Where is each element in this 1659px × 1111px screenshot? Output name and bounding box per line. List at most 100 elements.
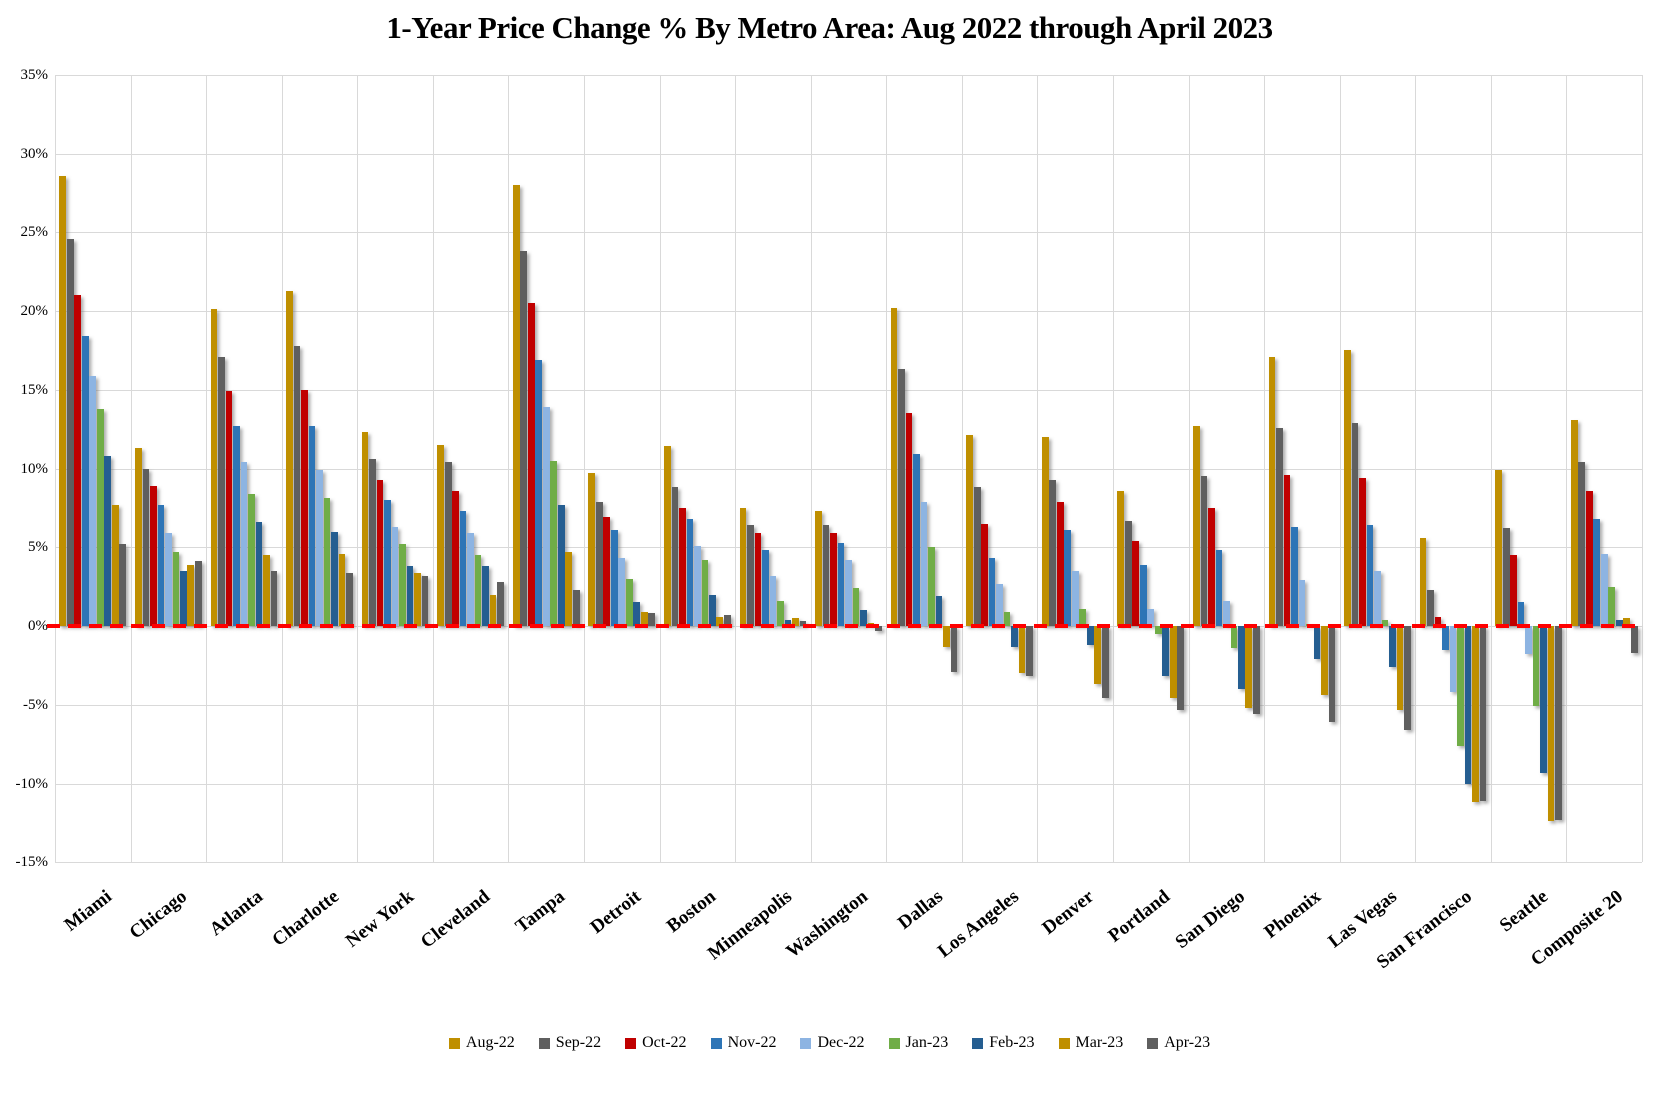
bar-Dec-22-Phoenix — [1298, 580, 1306, 626]
bar-Mar-23-Composite-20 — [1623, 618, 1631, 626]
bar-Aug-22-Dallas — [890, 307, 898, 626]
bar-Oct-22-Phoenix — [1283, 474, 1291, 626]
bar-Aug-22-Phoenix — [1268, 356, 1276, 626]
legend-label: Mar-23 — [1075, 1034, 1124, 1051]
bar-Dec-22-Atlanta — [240, 462, 248, 626]
legend-label: Oct-22 — [642, 1034, 687, 1051]
bar-Oct-22-Washington — [830, 533, 837, 626]
bar-Oct-22-Seattle — [1510, 555, 1518, 626]
bar-Dec-22-New-York — [391, 526, 399, 626]
bar-Aug-22-Washington — [815, 511, 822, 626]
bar-Jan-23-Miami — [96, 408, 104, 626]
bar-Aug-22-Denver — [1041, 437, 1049, 626]
bar-Nov-22-Washington — [837, 542, 845, 626]
bar-Nov-22-Dallas — [913, 454, 920, 626]
gridline-v — [886, 74, 888, 863]
legend-swatch-icon — [888, 1037, 900, 1049]
legend-label: Aug-22 — [465, 1034, 515, 1051]
gridline-v — [735, 74, 737, 863]
bar-Feb-23-Seattle — [1540, 626, 1547, 773]
bar-Oct-22-Miami — [74, 295, 82, 627]
bar-Jan-23-Charlotte — [323, 498, 331, 626]
bar-Aug-22-Minneapolis — [739, 507, 747, 626]
bar-Aug-22-Atlanta — [210, 309, 218, 626]
bar-Aug-22-Detroit — [588, 473, 596, 626]
bar-Aug-22-San-Diego — [1193, 426, 1200, 626]
legend-label: Sep-22 — [555, 1034, 602, 1051]
bar-Dec-22-Minneapolis — [769, 575, 777, 626]
y-axis-label: 15% — [20, 381, 49, 398]
bar-Apr-23-Chicago — [194, 561, 202, 626]
bar-Aug-22-Miami — [59, 175, 67, 626]
bar-Aug-22-Las-Vegas — [1344, 350, 1351, 626]
bar-Oct-22-Tampa — [527, 303, 535, 626]
bar-Feb-23-Cleveland — [482, 566, 489, 626]
bar-Mar-23-San-Diego — [1245, 626, 1253, 708]
legend-label: Jan-23 — [905, 1034, 949, 1051]
gridline-v — [1037, 74, 1039, 863]
bar-Jan-23-Cleveland — [474, 555, 482, 626]
bar-Aug-22-Los-Angeles — [966, 435, 974, 626]
bar-Nov-22-San-Diego — [1215, 550, 1223, 626]
gridline-v — [1188, 74, 1190, 863]
bar-Sep-22-Seattle — [1502, 528, 1510, 627]
bar-Feb-23-Composite-20 — [1615, 619, 1623, 626]
bar-Mar-23-Charlotte — [338, 553, 346, 626]
bar-Oct-22-Chicago — [150, 485, 157, 626]
bar-Oct-22-Cleveland — [452, 490, 460, 626]
legend-item-Apr-23: Apr-23 — [1147, 1034, 1210, 1052]
bar-Dec-22-Las-Vegas — [1374, 570, 1381, 626]
bar-Apr-23-Minneapolis — [799, 621, 807, 626]
gridline-h — [55, 74, 1642, 76]
bar-Sep-22-Washington — [822, 525, 830, 626]
bar-Sep-22-Phoenix — [1276, 427, 1283, 626]
y-axis-label: 0% — [28, 618, 48, 634]
bar-Feb-23-Denver — [1086, 626, 1094, 645]
bar-Jan-23-Los-Angeles — [1003, 611, 1011, 626]
gridline-h — [55, 311, 1642, 312]
bar-Mar-23-Miami — [111, 504, 119, 626]
y-axis-label: 35% — [20, 66, 49, 83]
bar-Oct-22-Las-Vegas — [1359, 477, 1366, 626]
bar-Feb-23-San-Francisco — [1464, 626, 1472, 784]
bar-Jan-23-New-York — [399, 544, 406, 626]
bar-Dec-22-Tampa — [542, 407, 550, 626]
bar-Aug-22-Charlotte — [286, 290, 293, 626]
bar-Dec-22-Portland — [1147, 608, 1155, 626]
gridline-h — [55, 153, 1642, 155]
bar-Feb-23-Portland — [1162, 626, 1170, 677]
bar-Dec-22-Composite-20 — [1600, 553, 1608, 626]
bar-Sep-22-Boston — [671, 487, 679, 626]
bar-Sep-22-Los-Angeles — [973, 487, 981, 626]
bar-Oct-22-Minneapolis — [754, 533, 762, 626]
bar-Aug-22-San-Francisco — [1419, 537, 1427, 626]
bar-Sep-22-Dallas — [898, 369, 905, 626]
legend-swatch-icon — [448, 1037, 460, 1049]
bar-Feb-23-Los-Angeles — [1011, 626, 1018, 647]
bar-Feb-23-Phoenix — [1313, 626, 1321, 660]
bar-Aug-22-Portland — [1117, 490, 1125, 626]
bar-Jan-23-Dallas — [928, 547, 935, 627]
bar-Dec-22-San-Diego — [1223, 600, 1230, 626]
bar-Sep-22-Portland — [1124, 520, 1132, 626]
gridline-h — [55, 862, 1642, 864]
bar-Oct-22-Portland — [1132, 541, 1140, 627]
bar-Jan-23-Seattle — [1532, 626, 1540, 707]
bar-Oct-22-Atlanta — [225, 391, 233, 626]
bar-Jan-23-Composite-20 — [1608, 586, 1616, 626]
bar-Dec-22-Miami — [89, 375, 97, 626]
bar-Apr-23-Detroit — [648, 613, 656, 626]
y-axis-label: 30% — [20, 145, 49, 162]
bar-Feb-23-Minneapolis — [784, 619, 792, 626]
bar-Sep-22-Minneapolis — [747, 525, 754, 626]
bar-Mar-23-Phoenix — [1321, 626, 1328, 696]
bar-Apr-23-Boston — [723, 615, 731, 626]
gridline-v — [810, 74, 812, 863]
bar-Oct-22-New-York — [376, 479, 384, 626]
gridline-h — [55, 704, 1642, 706]
bar-Dec-22-Los-Angeles — [996, 583, 1003, 626]
bar-Sep-22-Detroit — [595, 501, 603, 626]
bar-Dec-22-Washington — [845, 559, 852, 627]
bar-Mar-23-New-York — [414, 572, 421, 626]
bar-Dec-22-Boston — [694, 545, 701, 626]
